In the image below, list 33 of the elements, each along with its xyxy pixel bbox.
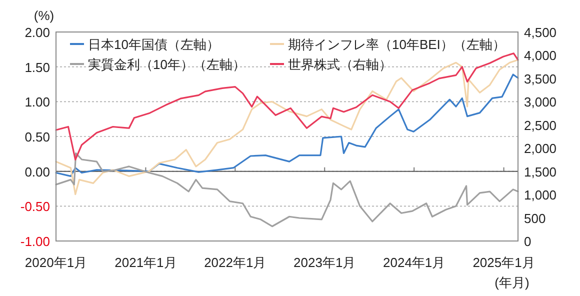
y2-tick-label: 1,000 bbox=[524, 188, 557, 203]
y2-tick-label: 4,000 bbox=[524, 48, 557, 64]
line-series bbox=[55, 59, 519, 196]
x-tick-label: 2025年1月 bbox=[472, 255, 535, 270]
line-series bbox=[55, 74, 519, 178]
x-tick-label: 2021年1月 bbox=[114, 255, 177, 270]
legend-label: 期待インフレ率（10年BEI）（左軸） bbox=[288, 37, 506, 52]
y2-tick-label: 500 bbox=[524, 210, 546, 226]
y2-tick-label: 2,500 bbox=[524, 118, 557, 133]
y2-tick-label: 0 bbox=[524, 234, 532, 249]
line-series bbox=[55, 152, 519, 228]
line-series bbox=[55, 52, 519, 161]
y-tick-label: -0.50 bbox=[20, 199, 50, 214]
x-tick-label: 2023年1月 bbox=[294, 255, 356, 270]
x-tick-label: 2024年1月 bbox=[383, 255, 446, 270]
y2-tick-label: 1,500 bbox=[524, 164, 557, 180]
x-axis-title: (年月) bbox=[494, 275, 530, 290]
legend-label: 世界株式（右軸） bbox=[288, 57, 392, 72]
y-tick-label: -1.00 bbox=[20, 234, 50, 249]
legend-label: 実質金利（10年）（左軸） bbox=[88, 57, 246, 72]
y2-tick-label: 4,500 bbox=[524, 25, 557, 40]
y2-tick-label: 2,000 bbox=[524, 141, 557, 156]
y-tick-label: 0.00 bbox=[24, 164, 50, 180]
y-tick-label: 1.00 bbox=[24, 94, 50, 110]
y-tick-label: 2.00 bbox=[24, 25, 50, 40]
y2-tick-label: 3,500 bbox=[524, 71, 557, 86]
legend-label: 日本10年国債（左軸） bbox=[88, 37, 220, 52]
x-tick-label: 2022年1月 bbox=[204, 255, 266, 270]
y-tick-label: 1.50 bbox=[24, 60, 50, 75]
y2-tick-label: 3,000 bbox=[524, 94, 557, 110]
y-tick-label: 0.50 bbox=[24, 130, 50, 144]
y-axis-title: (%) bbox=[34, 8, 54, 23]
x-tick-label: 2020年1月 bbox=[24, 255, 88, 270]
